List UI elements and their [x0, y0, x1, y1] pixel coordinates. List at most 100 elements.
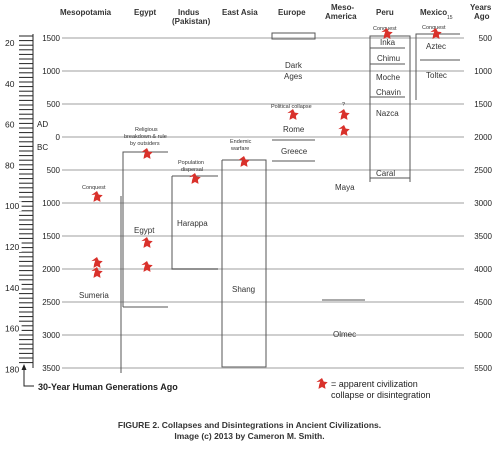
annotation-religious-2: breakdown & rule — [124, 134, 167, 140]
annotation-religious-3: by outsiders — [130, 141, 160, 147]
generation-axis-label: 30-Year Human Generations Ago — [21, 364, 178, 392]
header-mesopotamia: Mesopotamia — [60, 8, 112, 17]
annotation-question: ? — [342, 102, 345, 108]
label-toltec: Toltec — [426, 71, 447, 80]
generation-label-backing — [3, 160, 17, 171]
generation-tick-label: 80 — [5, 160, 15, 170]
years-ago-tick-label: 5500 — [474, 364, 492, 373]
timeline-bands — [62, 37, 464, 369]
timeline-band — [62, 70, 464, 72]
years-ago-tick-label: 4500 — [474, 298, 492, 307]
label-nazca: Nazca — [376, 109, 399, 118]
label-caral: Caral — [376, 169, 395, 178]
timeline-band — [62, 136, 464, 138]
timeline-band — [62, 235, 464, 237]
timeline-band — [62, 268, 464, 270]
arrowhead-icon — [21, 364, 27, 370]
label-chimu: Chimu — [377, 54, 400, 63]
year-tick-label: 2500 — [42, 298, 60, 307]
generation-label-backing — [3, 242, 22, 252]
star-icon — [91, 257, 103, 268]
timeline-band — [62, 202, 464, 204]
year-tick-label: 1500 — [42, 232, 60, 241]
years-ago-labels: 500 1000 1500 2000 2500 3000 3500 4000 4500 5000 5… — [474, 34, 492, 373]
years-ago-tick-label: 1500 — [474, 100, 492, 109]
generation-tick-label: 60 — [5, 120, 15, 130]
label-sumeria: Sumeria — [79, 291, 109, 300]
generation-tick-label: 180 — [5, 364, 19, 374]
caption-line-2: Image (c) 2013 by Cameron M. Smith. — [174, 431, 324, 441]
column-headers: Mesopotamia Egypt Indus (Pakistan) East … — [60, 3, 492, 26]
label-moche: Moche — [376, 73, 401, 82]
star-icon — [287, 109, 299, 120]
collapse-annotations: Conquest Religious breakdown & rule by o… — [82, 25, 446, 191]
generation-label-backing — [3, 323, 22, 334]
year-tick-label: 1500 — [42, 34, 60, 43]
annotation-conquest-peru: Conquest — [373, 26, 397, 32]
up-arrow-icon — [23, 368, 34, 387]
years-ago-tick-label: 2000 — [474, 133, 492, 142]
civilization-labels: Sumeria Egypt Harappa Shang Dark Ages Ro… — [79, 38, 447, 339]
star-icon — [141, 261, 153, 272]
label-harappa: Harappa — [177, 219, 208, 228]
label-dark: Dark — [285, 61, 303, 70]
year-tick-label: 0 — [56, 133, 61, 142]
year-tick-label: 2000 — [42, 265, 60, 274]
label-greece: Greece — [281, 147, 308, 156]
annotation-political-collapse: Political collapse — [271, 104, 312, 110]
generation-tick-label: 160 — [5, 324, 19, 334]
years-ago-tick-label: 1000 — [474, 67, 492, 76]
header-indus-sub: (Pakistan) — [172, 17, 211, 26]
generation-tick-label: 140 — [5, 283, 19, 293]
annotation-religious-1: Religious — [135, 127, 158, 133]
legend-star-icon — [316, 378, 328, 389]
europe-top-box — [271, 32, 316, 40]
timeline-band — [62, 37, 464, 39]
label-ages: Ages — [284, 72, 302, 81]
star-icon — [141, 237, 153, 248]
annotation-endemic-1: Endemic — [230, 139, 252, 145]
star-icon — [338, 125, 350, 136]
star-icon — [189, 173, 201, 184]
generation-axis-title: 30-Year Human Generations Ago — [38, 382, 178, 392]
generation-label-backing — [3, 38, 17, 48]
annotation-endemic-2: warfare — [230, 146, 249, 152]
label-rome: Rome — [283, 125, 305, 134]
timeline-band — [62, 367, 464, 369]
generation-tick-labels: 20 40 60 80 100 120 140 160 180 — [3, 38, 22, 375]
label-shang: Shang — [232, 285, 255, 294]
egypt-span-line — [122, 151, 168, 307]
label-aztec: Aztec — [426, 42, 446, 51]
header-ago: Ago — [474, 12, 490, 21]
legend-line-2: collapse or disintegration — [331, 390, 431, 400]
label-chavin: Chavin — [376, 88, 401, 97]
mexico-span-line — [415, 33, 460, 100]
calendar-year-labels: 1500 1000 500 0 500 1000 1500 2000 2500 3000 3500 — [42, 34, 60, 373]
legend-line-1: = apparent civilization — [331, 379, 418, 389]
timeline-band — [62, 301, 464, 303]
header-years: Years — [470, 3, 492, 12]
years-ago-tick-label: 500 — [479, 34, 493, 43]
annotation-conquest-mexico: Conquest — [422, 25, 446, 31]
label-egypt: Egypt — [134, 226, 155, 235]
header-peru: Peru — [376, 8, 394, 17]
annotation-population-1: Population — [178, 160, 204, 166]
year-tick-label: 1000 — [42, 199, 60, 208]
year-tick-label: 500 — [47, 100, 61, 109]
star-icon — [238, 156, 250, 167]
timeline-band — [62, 334, 464, 336]
header-egypt: Egypt — [134, 8, 157, 17]
generation-label-backing — [3, 78, 17, 89]
years-ago-tick-label: 3000 — [474, 199, 492, 208]
generation-tick-label: 40 — [5, 79, 15, 89]
star-icon — [91, 191, 103, 202]
ad-label: AD — [37, 120, 48, 129]
header-meso: Meso- — [331, 3, 354, 12]
timeline-band — [62, 103, 464, 105]
generation-tick-label: 100 — [5, 201, 19, 211]
legend: = apparent civilization collapse or disi… — [316, 378, 431, 400]
header-indus: Indus — [178, 8, 200, 17]
annotation-conquest-mesopotamia: Conquest — [82, 185, 106, 191]
header-europe: Europe — [278, 8, 306, 17]
